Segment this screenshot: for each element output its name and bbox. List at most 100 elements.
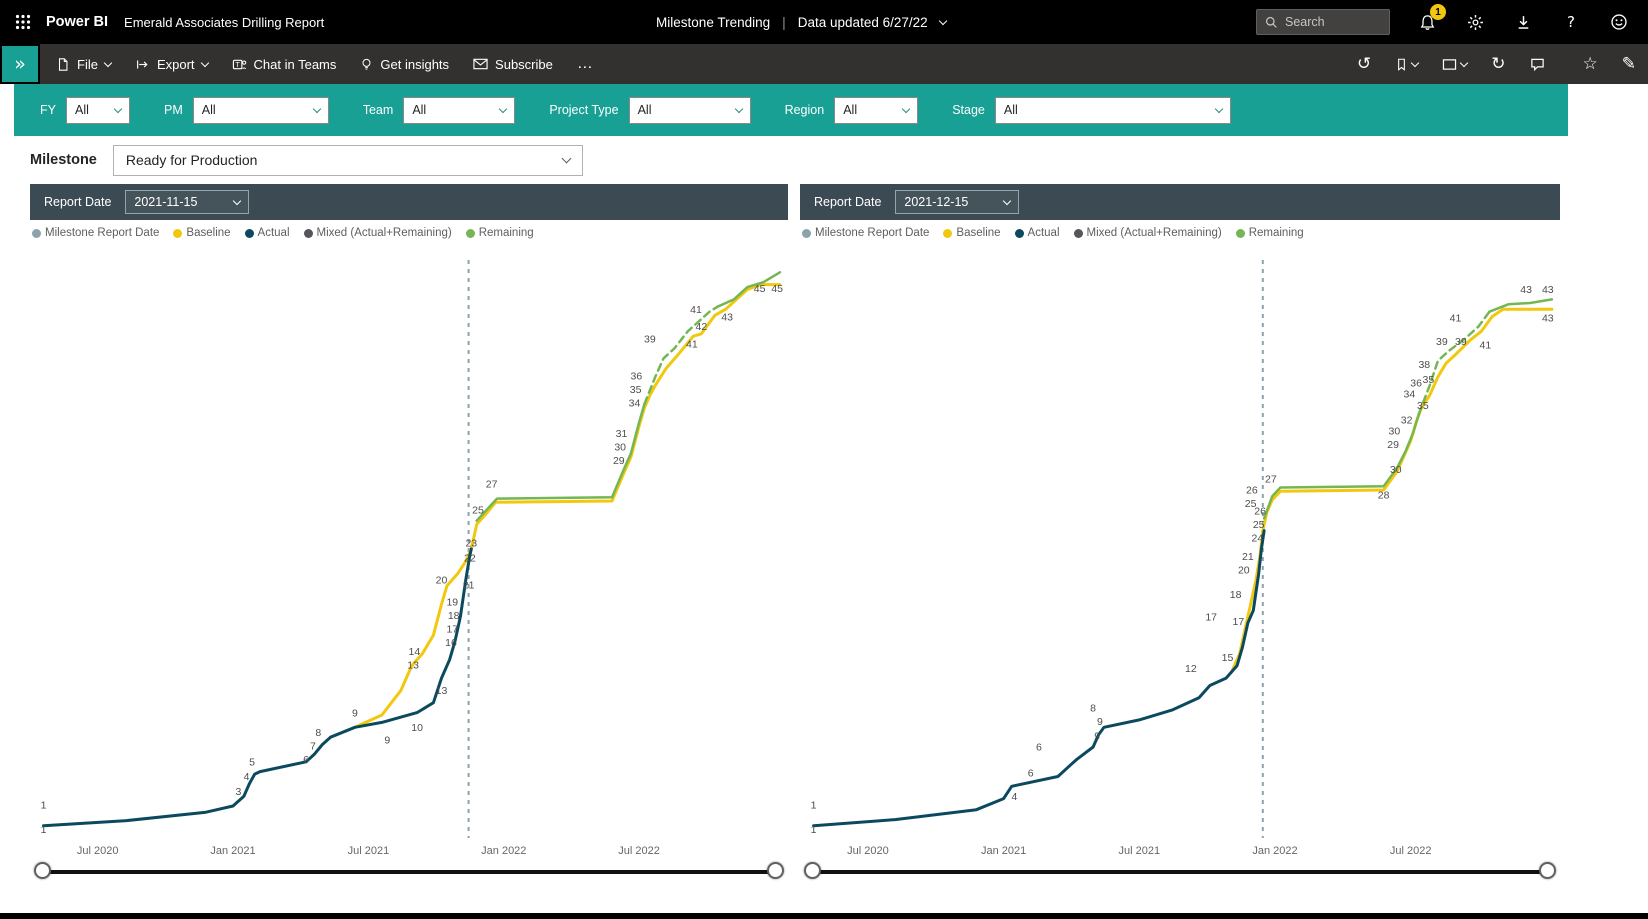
data-label: 41: [1480, 340, 1492, 352]
svg-text:T: T: [235, 61, 240, 68]
data-label: 39: [1436, 336, 1448, 348]
chevron-down-icon: [1411, 58, 1420, 67]
download-button[interactable]: [1512, 11, 1534, 33]
data-label: 9: [352, 707, 358, 719]
data-label: 6: [303, 754, 309, 766]
data-label: 8: [315, 727, 321, 739]
x-axis-tick: Jan 2022: [1252, 845, 1297, 857]
chart-legend: Milestone Report Date Baseline Actual Mixed…: [30, 220, 788, 246]
zoom-slider[interactable]: [804, 858, 1556, 886]
filter-team: Team All: [362, 96, 516, 124]
file-menu-label: File: [77, 56, 98, 72]
data-label: 28: [1378, 490, 1390, 502]
data-label: 25: [472, 504, 484, 516]
slider-handle-right[interactable]: [1539, 862, 1556, 879]
report-date-dropdown[interactable]: 2021-12-15: [895, 190, 1020, 214]
legend-item: Baseline: [173, 227, 231, 239]
filter-dropdown[interactable]: All: [65, 96, 130, 124]
chevron-down-icon: [113, 104, 123, 113]
bottom-scrollbar[interactable]: [0, 913, 1648, 919]
data-label: 26: [1254, 506, 1266, 518]
report-date-dropdown[interactable]: 2021-11-15: [125, 190, 250, 214]
filter-value: All: [1003, 103, 1018, 117]
data-label: 42: [696, 321, 708, 333]
slider-track[interactable]: [43, 870, 775, 874]
filter-dropdown[interactable]: All: [192, 96, 329, 124]
data-label: 21: [1242, 551, 1254, 563]
comments-button[interactable]: [1530, 57, 1545, 72]
expand-pane-button[interactable]: »: [0, 44, 40, 84]
favorite-button[interactable]: ☆: [1582, 54, 1598, 74]
powerbi-brand[interactable]: Power BI: [46, 14, 109, 30]
divider: |: [782, 14, 786, 30]
filter-stage: Stage All: [952, 96, 1231, 124]
data-label: 30: [614, 442, 626, 454]
slider-handle-right[interactable]: [767, 862, 784, 879]
legend-item: Remaining: [465, 227, 534, 239]
data-updated-label[interactable]: Data updated 6/27/22: [797, 14, 928, 30]
filter-value: All: [843, 103, 858, 117]
subscribe-button[interactable]: Subscribe: [473, 57, 553, 72]
chat-in-teams-button[interactable]: T Chat in Teams: [232, 57, 336, 72]
notifications-button[interactable]: 1: [1416, 4, 1446, 33]
filter-dropdown[interactable]: All: [403, 96, 516, 124]
more-options-button[interactable]: …: [576, 55, 595, 72]
data-label: 41: [690, 304, 702, 316]
data-label: 30: [1390, 464, 1402, 476]
series-actual: [812, 529, 1266, 828]
data-label: 9: [1097, 716, 1103, 728]
filter-value: All: [201, 103, 216, 117]
lightbulb-icon: [362, 58, 371, 70]
filter-value: All: [74, 103, 89, 117]
get-insights-button[interactable]: Get insights: [360, 57, 449, 72]
data-label: 13: [407, 659, 419, 671]
help-button[interactable]: ?: [1560, 11, 1582, 33]
chevron-down-icon: [1460, 58, 1469, 67]
edit-button[interactable]: ✎: [1621, 54, 1636, 74]
data-label: 26: [1246, 485, 1258, 497]
data-label: 35: [1417, 400, 1429, 412]
data-label: 4: [1011, 791, 1017, 803]
filter-label: Team: [362, 103, 394, 117]
data-label: 45: [771, 283, 783, 295]
filter-dropdown[interactable]: All: [628, 96, 751, 124]
app-launcher-button[interactable]: [0, 0, 46, 44]
x-axis-tick: Jul 2021: [1119, 845, 1161, 857]
export-menu[interactable]: Export: [135, 57, 209, 72]
filter-project-type: Project Type All: [549, 96, 751, 124]
legend-item: Baseline: [943, 227, 1001, 239]
slider-track[interactable]: [813, 870, 1547, 874]
series-actual: [42, 547, 473, 828]
view-mode-button[interactable]: [1442, 58, 1469, 71]
slider-handle-left[interactable]: [804, 862, 821, 879]
filter-dropdown[interactable]: All: [994, 96, 1231, 124]
legend-dot: [173, 228, 183, 238]
chevron-down-icon: [1214, 104, 1224, 113]
file-menu[interactable]: File: [56, 56, 113, 72]
filter-dropdown[interactable]: All: [834, 96, 919, 124]
milestone-dropdown[interactable]: Ready for Production: [112, 144, 583, 176]
series-baseline: [353, 283, 782, 729]
x-axis-tick: Jul 2020: [77, 845, 119, 857]
slider-handle-left[interactable]: [34, 862, 51, 879]
data-label: 22: [464, 552, 476, 564]
reset-view-button[interactable]: ↺: [1357, 54, 1372, 74]
chevron-down-icon[interactable]: [938, 16, 947, 25]
data-label: 35: [630, 384, 642, 396]
data-label: 41: [686, 338, 698, 350]
filter-fy: FY All: [40, 96, 130, 124]
bookmarks-button[interactable]: [1395, 57, 1420, 72]
refresh-button[interactable]: ↻: [1491, 54, 1506, 74]
filter-region: Region All: [785, 96, 919, 124]
report-date-value: 2021-12-15: [904, 195, 969, 209]
search-input[interactable]: Search: [1256, 9, 1390, 35]
chart-legend: Milestone Report Date Baseline Actual Mixed…: [800, 220, 1560, 246]
data-label: 7: [310, 741, 316, 753]
bookmark-icon: [1398, 58, 1406, 71]
zoom-slider[interactable]: [34, 858, 784, 886]
settings-button[interactable]: [1464, 11, 1486, 33]
feedback-button[interactable]: [1608, 11, 1630, 33]
x-axis-tick: Jul 2021: [348, 845, 390, 857]
